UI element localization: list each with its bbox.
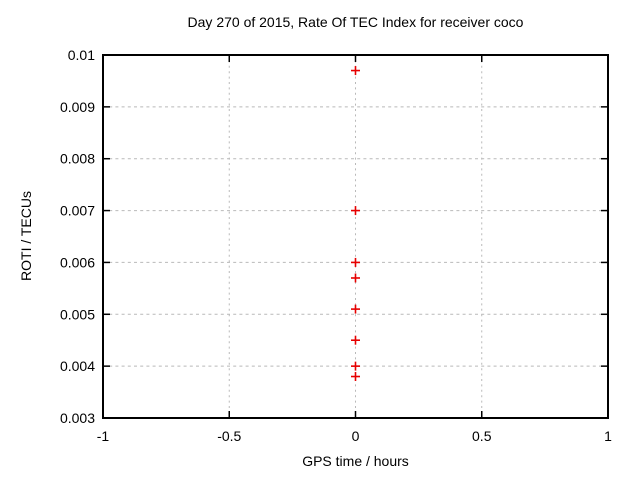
x-tick-label: 1 (604, 428, 612, 444)
x-tick-label: -1 (97, 428, 110, 444)
plot-border (102, 54, 609, 419)
x-tick-label: 0 (352, 428, 360, 444)
x-axis-label: GPS time / hours (302, 453, 409, 469)
x-tick-label: 0.5 (472, 428, 492, 444)
y-tick-label: 0.01 (68, 47, 95, 63)
y-tick-label: 0.003 (60, 410, 95, 426)
y-tick-label: 0.004 (60, 358, 95, 374)
chart-title: Day 270 of 2015, Rate Of TEC Index for r… (187, 14, 524, 30)
y-tick-label: 0.008 (60, 151, 95, 167)
y-tick-label: 0.006 (60, 254, 95, 270)
y-tick-label: 0.005 (60, 306, 95, 322)
y-tick-label: 0.009 (60, 99, 95, 115)
x-tick-label: -0.5 (217, 428, 241, 444)
y-tick-label: 0.007 (60, 203, 95, 219)
